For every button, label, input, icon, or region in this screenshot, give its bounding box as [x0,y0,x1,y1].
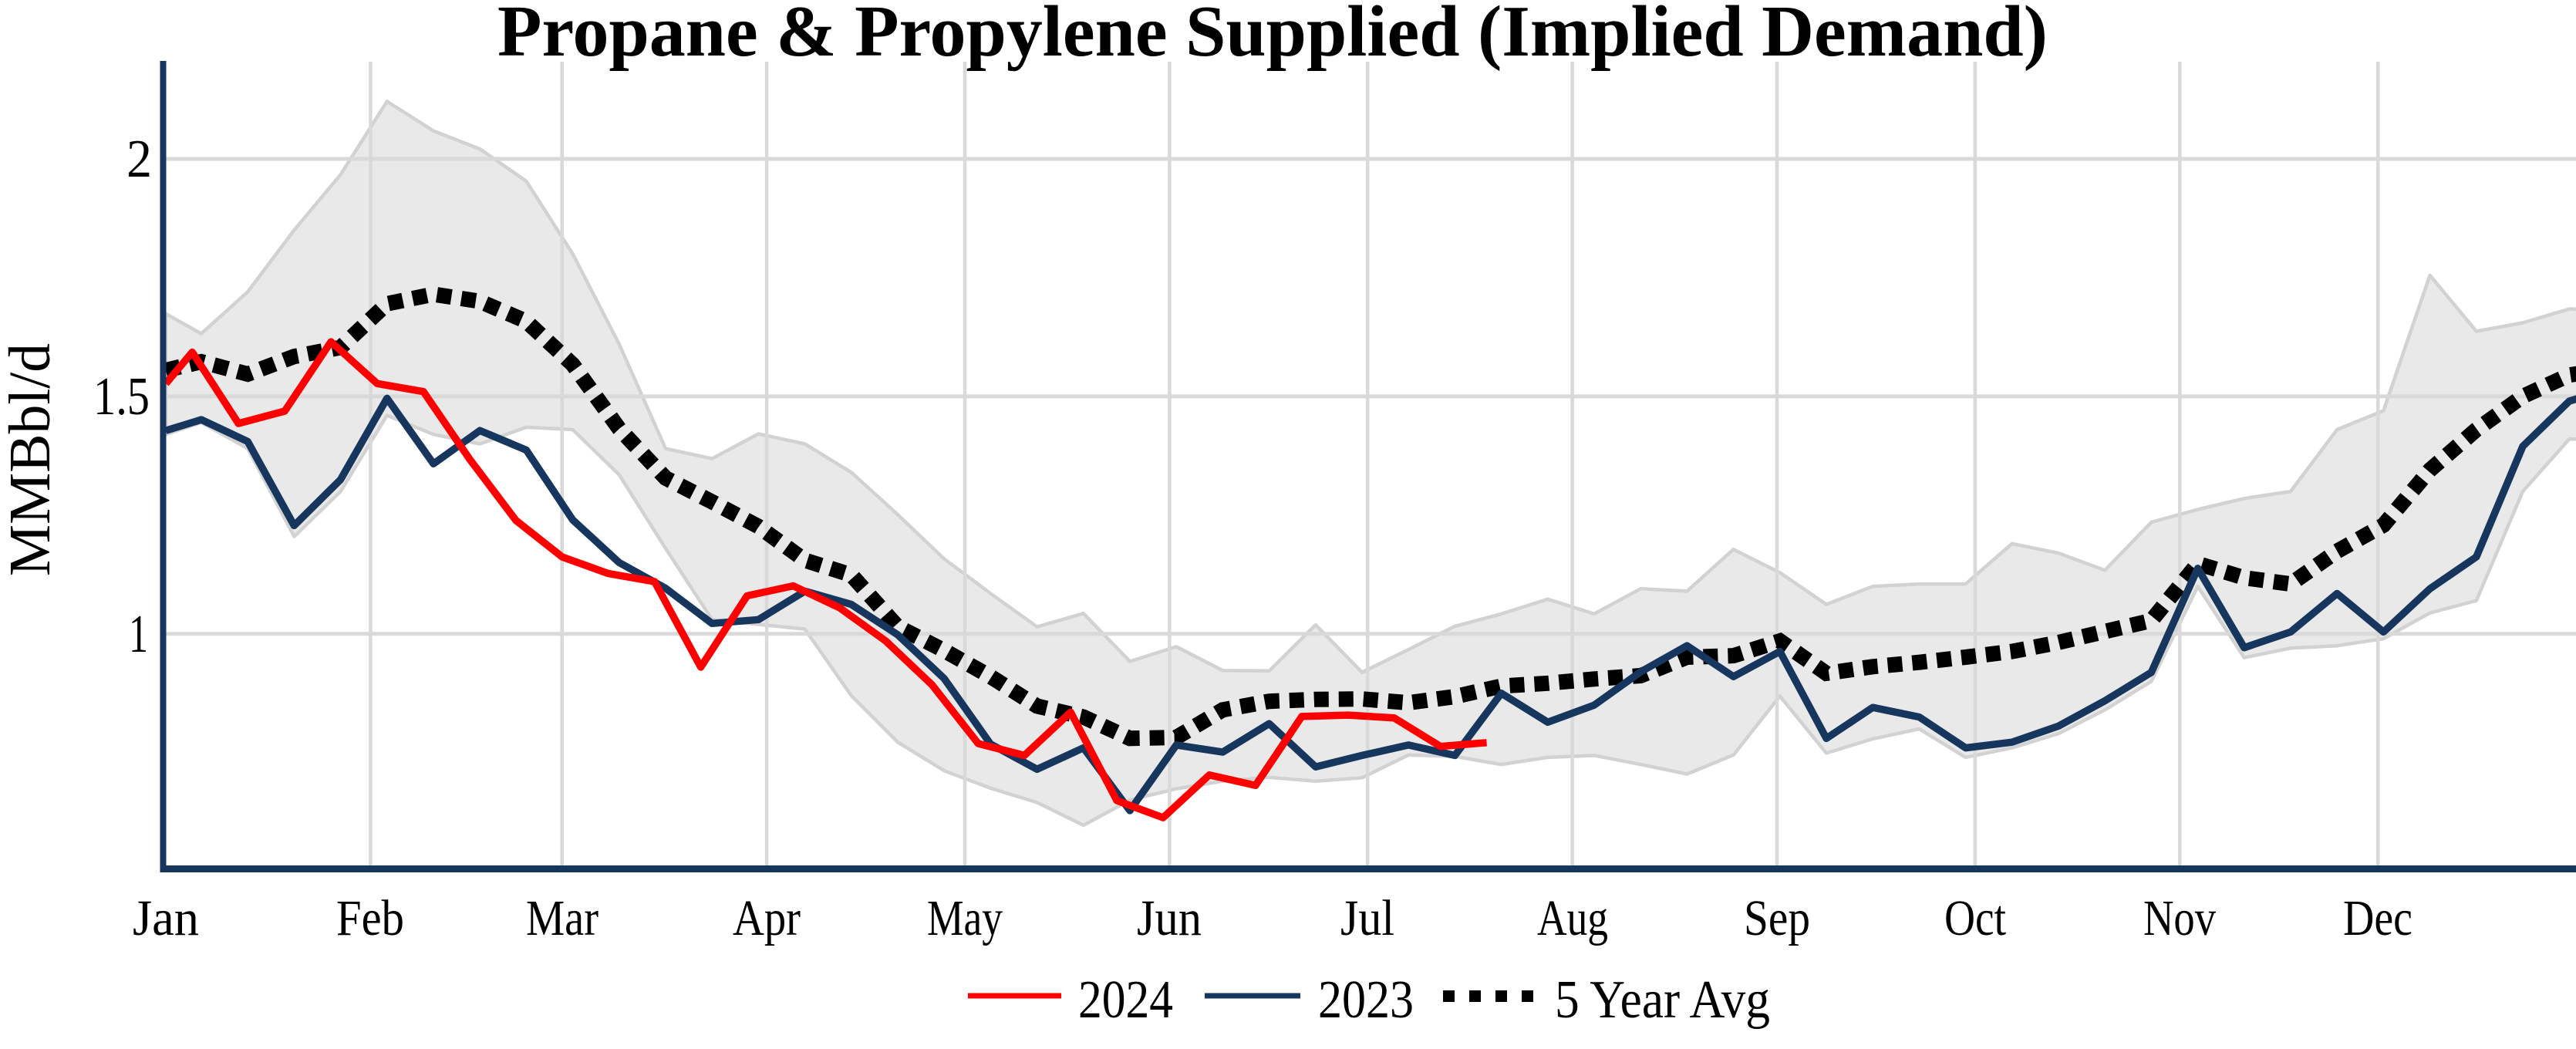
svg-text:5 Year Avg: 5 Year Avg [1555,970,1770,1030]
svg-text:Aug: Aug [1537,890,1608,946]
svg-text:2024: 2024 [1078,970,1173,1030]
svg-text:Mar: Mar [526,890,598,946]
svg-text:Jun: Jun [1137,890,1202,946]
svg-text:2: 2 [126,130,152,189]
svg-text:Jan: Jan [133,890,199,946]
svg-text:MMBbl/d: MMBbl/d [0,343,62,576]
svg-text:Propane & Propylene Supplied (: Propane & Propylene Supplied (Implied De… [497,0,2048,72]
svg-text:May: May [927,890,1003,946]
svg-text:Feb: Feb [336,890,404,946]
svg-text:1: 1 [129,605,148,664]
svg-text:1.5: 1.5 [93,367,150,427]
svg-text:Apr: Apr [733,890,801,946]
svg-text:Jul: Jul [1340,890,1394,946]
svg-text:Nov: Nov [2143,890,2216,946]
svg-text:Dec: Dec [2343,890,2412,946]
svg-text:Sep: Sep [1744,890,1810,946]
svg-text:2023: 2023 [1318,970,1414,1030]
svg-text:Oct: Oct [1944,890,2006,946]
